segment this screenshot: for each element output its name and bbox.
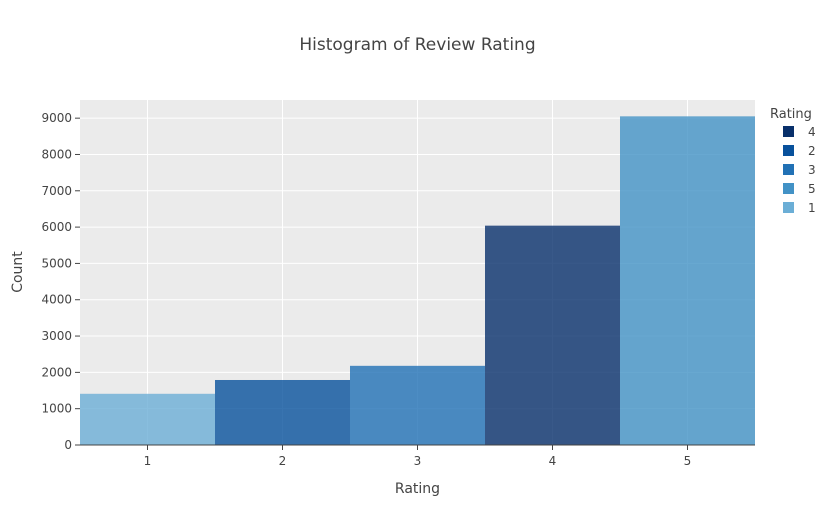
bar-rating-2 <box>215 379 350 445</box>
x-tick-label: 5 <box>684 454 692 468</box>
legend-swatch <box>783 145 794 156</box>
y-tick-label: 9000 <box>41 111 72 125</box>
y-tick-label: 2000 <box>41 365 72 379</box>
x-tick-label: 3 <box>414 454 422 468</box>
legend: Rating 4 2 3 5 1 <box>770 107 816 215</box>
legend-swatch <box>783 164 794 175</box>
legend-label: 1 <box>808 201 816 215</box>
bar-rating-3 <box>350 365 485 445</box>
x-tick-label: 1 <box>144 454 152 468</box>
y-tick-label: 4000 <box>41 293 72 307</box>
bar-rating-4 <box>485 225 620 445</box>
bar-rating-1 <box>80 393 215 445</box>
legend-swatch <box>783 202 794 213</box>
legend-label: 3 <box>808 163 816 177</box>
x-tick-label: 4 <box>549 454 557 468</box>
legend-label: 2 <box>808 144 816 158</box>
x-axis-title: Rating <box>395 481 440 497</box>
y-tick-label: 3000 <box>41 329 72 343</box>
x-tick-label: 2 <box>279 454 287 468</box>
legend-title: Rating <box>770 107 812 122</box>
y-tick-label: 5000 <box>41 256 72 270</box>
y-tick-label: 0 <box>64 438 72 452</box>
legend-label: 5 <box>808 182 816 196</box>
x-axis-ticks: 1 2 3 4 5 <box>80 444 755 468</box>
y-tick-label: 7000 <box>41 184 72 198</box>
y-tick-label: 6000 <box>41 220 72 234</box>
legend-swatch <box>783 126 794 137</box>
y-axis-title: Count <box>10 251 26 293</box>
bars <box>80 116 755 445</box>
y-tick-label: 8000 <box>41 147 72 161</box>
legend-swatch <box>783 183 794 194</box>
chart-title: Histogram of Review Rating <box>299 35 535 55</box>
bar-rating-5 <box>620 116 755 445</box>
legend-label: 4 <box>808 125 816 139</box>
legend-items: 4 2 3 5 1 <box>783 125 816 215</box>
y-axis-ticks: 0 1000 2000 3000 4000 5000 6000 7000 8000 9000 <box>41 111 80 452</box>
y-tick-label: 1000 <box>41 402 72 416</box>
